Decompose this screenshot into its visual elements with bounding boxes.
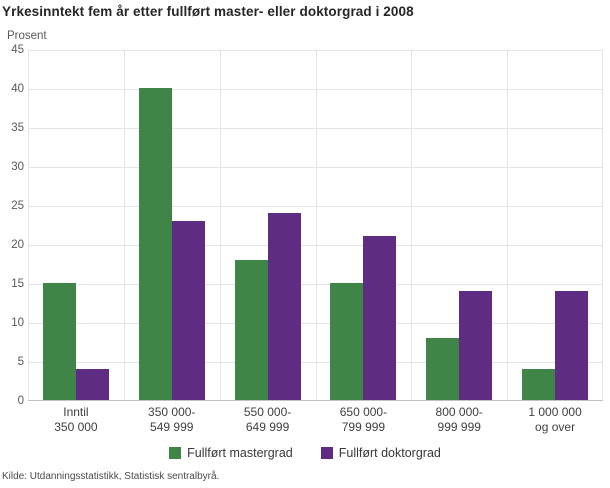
h-gridline [28,167,603,168]
legend: Fullført mastergrad Fullført doktorgrad [0,446,610,460]
chart-title: Yrkesinntekt fem år etter fullført maste… [2,4,414,19]
mastergrad-bar [138,88,172,400]
x-category-label: 800 000- 999 999 [435,405,483,434]
v-gridline [316,50,317,401]
y-tick-label: 40 [11,83,24,95]
mastergrad-bar [42,283,76,400]
mastergrad-bar [522,368,556,400]
y-tick-label: 35 [11,122,24,134]
x-category-label: 550 000- 649 999 [243,405,292,434]
bar-group [316,49,412,400]
y-tick-label: 20 [11,239,24,251]
legend-label: Fullført mastergrad [187,446,293,460]
bar-group [411,49,507,400]
y-axis-title: Prosent [7,30,47,42]
y-tick-label: 5 [17,356,24,368]
doktorgrad-bar [171,220,205,400]
x-category-label: 350 000- 549 999 [148,405,196,434]
h-gridline [28,284,603,285]
legend-item-mastergrad: Fullført mastergrad [169,446,293,460]
x-category-label: 650 000- 799 999 [339,405,388,434]
mastergrad-bar [426,337,460,400]
y-tick-label: 25 [11,200,24,212]
v-gridline [602,50,603,401]
doktorgrad-bar [267,212,301,400]
bar-group [220,49,316,400]
h-gridline [28,128,603,129]
mastergrad-bar [330,283,364,400]
doktorgrad-bar [75,368,109,400]
doktorgrad-bar [459,290,493,400]
plot-area [28,50,603,401]
h-gridline [28,323,603,324]
legend-label: Fullført doktorgrad [338,446,441,460]
bar-group [28,49,124,400]
y-tick-label: 30 [11,161,24,173]
mastergrad-swatch-icon [169,447,182,459]
mastergrad-bar [234,259,268,400]
x-axis-line [28,400,603,401]
h-gridline [28,362,603,363]
v-gridline [411,50,412,401]
source-note: Kilde: Utdanningsstatistikk, Statistisk … [2,471,220,482]
bar-group [507,49,603,400]
y-tick-label: 15 [11,278,24,290]
v-gridline [507,50,508,401]
h-gridline [28,206,603,207]
y-tick-label: 45 [11,44,24,56]
x-category-label: Inntil 350 000 [54,405,98,434]
doktorgrad-bar [555,290,589,400]
h-gridline [28,245,603,246]
v-gridline [220,50,221,401]
x-category-label: 1 000 000 og over [528,405,582,434]
h-gridline [28,89,603,90]
h-gridline [28,50,603,51]
bar-group [124,49,220,400]
v-gridline [124,50,125,401]
y-tick-label: 10 [11,317,24,329]
doktorgrad-swatch-icon [320,447,333,459]
v-gridline [28,50,29,401]
legend-item-doktorgrad: Fullført doktorgrad [320,446,441,460]
doktorgrad-bar [363,236,397,400]
y-tick-label: 0 [17,395,24,407]
